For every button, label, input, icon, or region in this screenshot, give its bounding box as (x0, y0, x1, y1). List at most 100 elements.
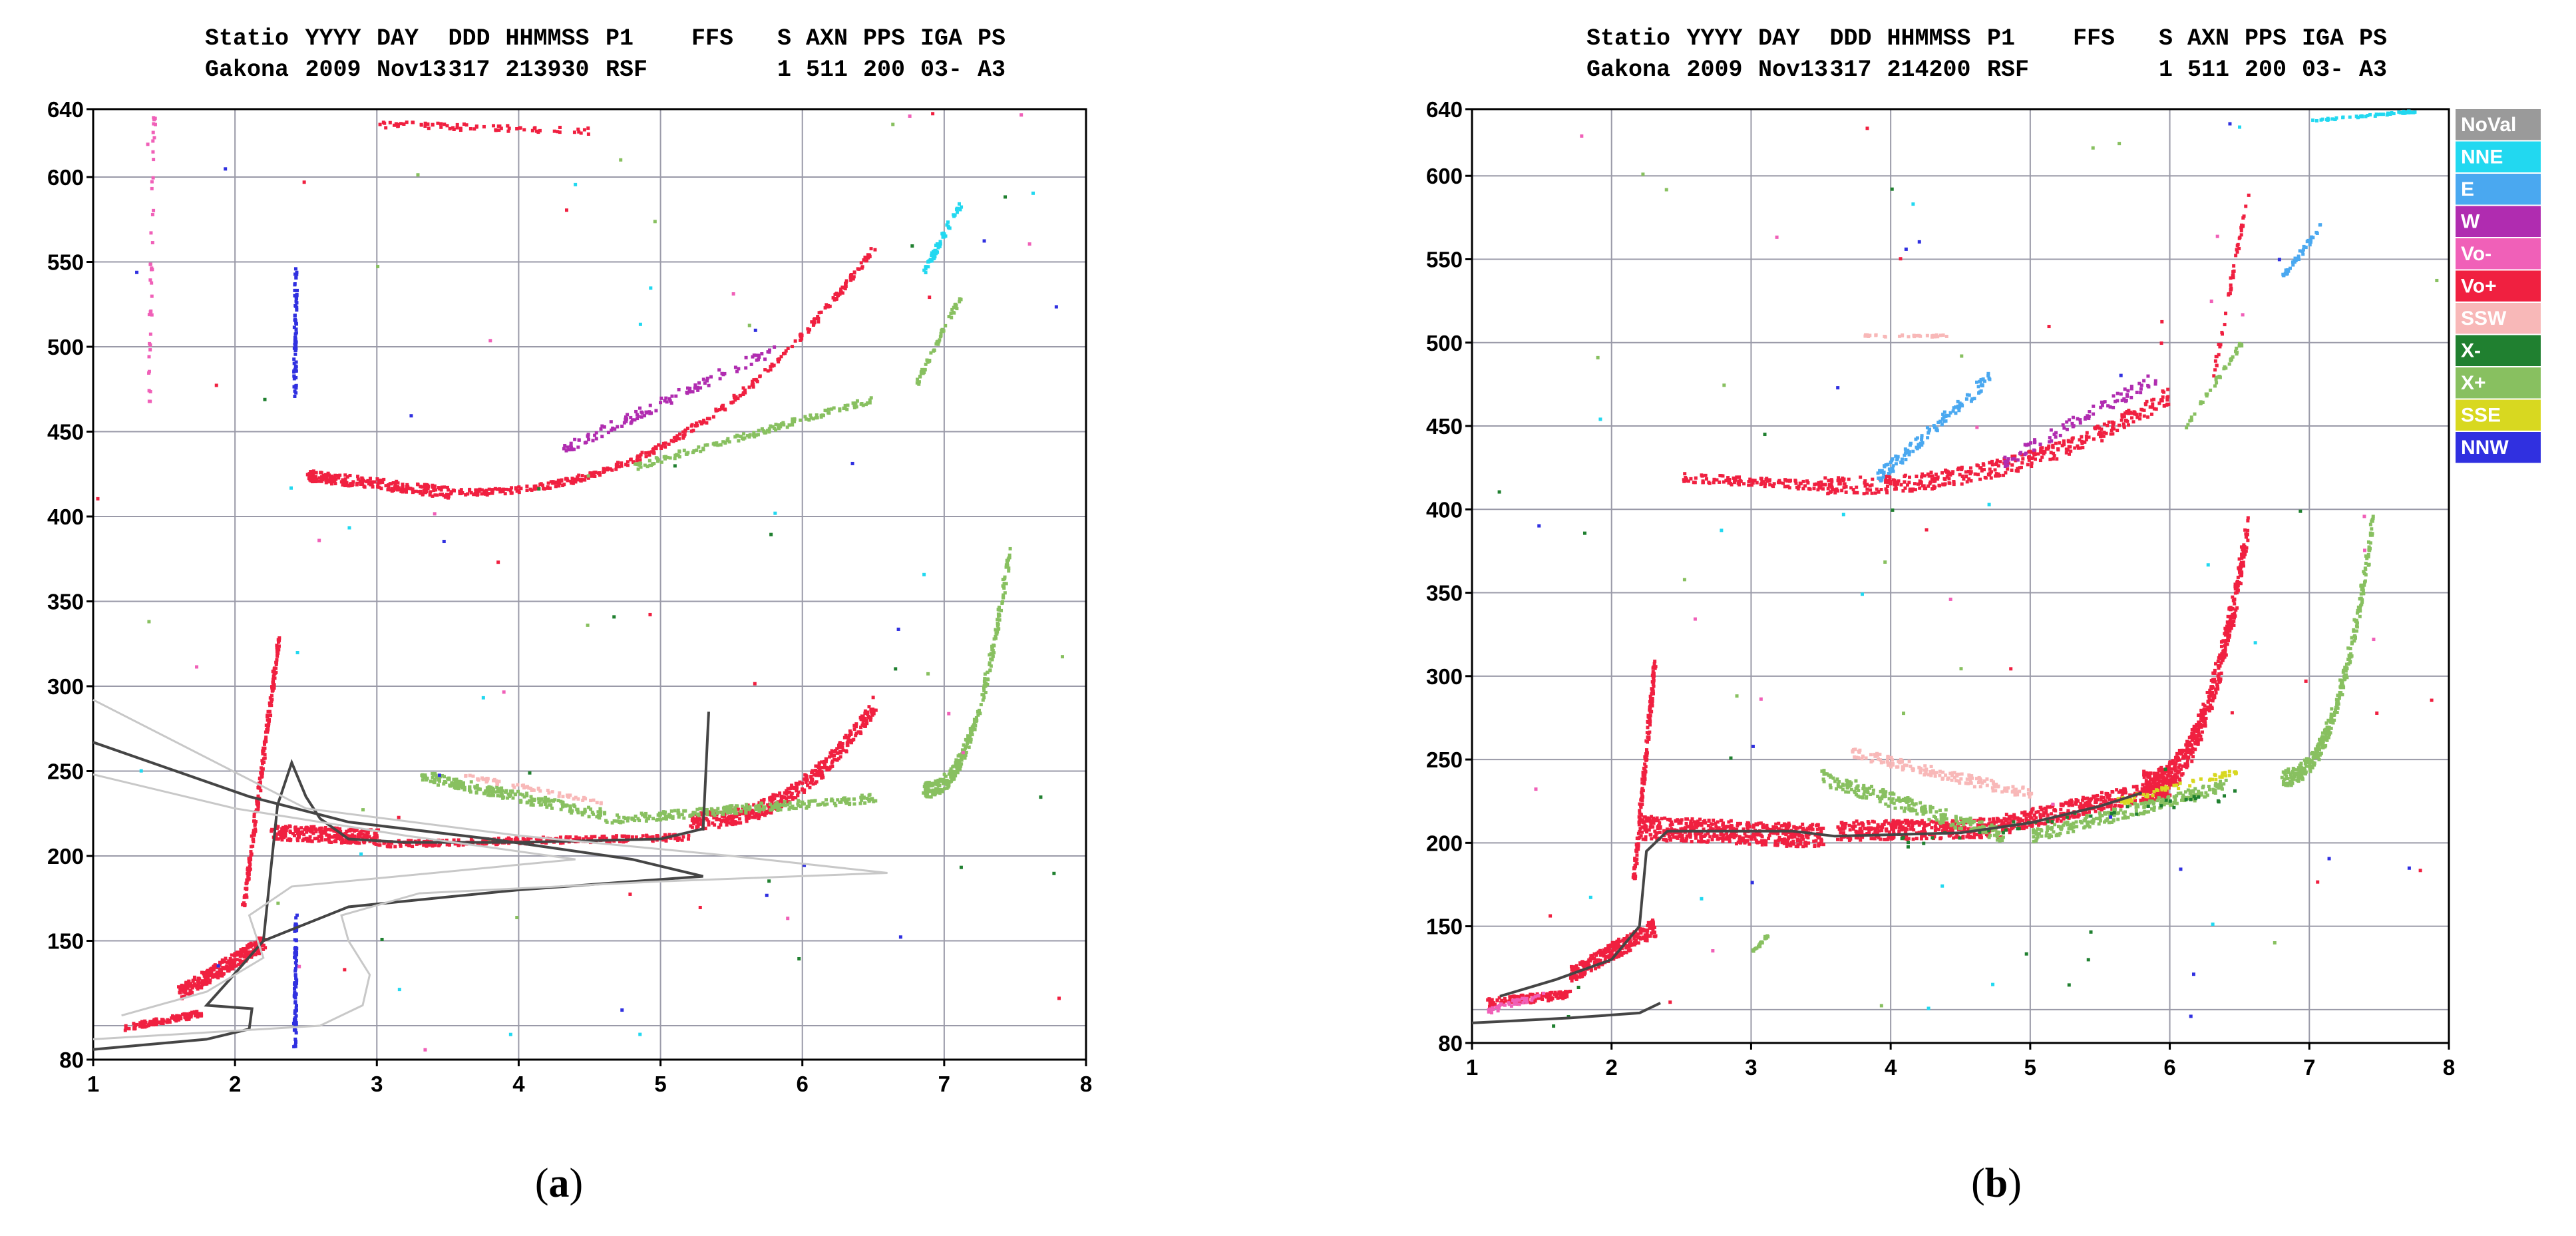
data-point (178, 985, 182, 989)
data-point (869, 396, 873, 400)
data-point (566, 445, 570, 449)
data-point (204, 976, 208, 980)
data-point (992, 637, 996, 641)
data-point (695, 386, 699, 390)
data-point (273, 666, 277, 670)
data-point (840, 286, 844, 290)
data-point (955, 210, 959, 214)
data-point (292, 361, 296, 365)
header-label: DAY (1758, 25, 1800, 52)
data-point (393, 487, 397, 491)
data-point (1668, 817, 1672, 821)
data-point (703, 827, 707, 831)
data-point (741, 804, 745, 808)
data-point (969, 737, 973, 741)
data-point (469, 780, 473, 784)
data-point (291, 832, 295, 836)
data-point (1805, 835, 1809, 839)
data-point (727, 440, 731, 444)
data-point (295, 831, 299, 835)
data-point (938, 791, 942, 795)
data-point (766, 369, 770, 373)
data-point (844, 279, 848, 283)
data-point (308, 835, 312, 839)
data-point (200, 981, 204, 985)
data-point (651, 817, 655, 821)
data-point (1640, 781, 1644, 785)
data-point (233, 952, 237, 956)
data-point (1767, 837, 1771, 841)
noise-point (343, 968, 347, 972)
data-point (677, 432, 681, 436)
data-point (996, 608, 1000, 612)
data-point (836, 751, 840, 755)
data-point (820, 760, 824, 764)
data-point (792, 807, 796, 811)
header-value: RSF (606, 57, 647, 83)
data-point (373, 833, 377, 837)
data-point (411, 120, 415, 124)
data-point (1694, 836, 1698, 840)
data-point (384, 126, 388, 130)
data-point (1810, 827, 1814, 831)
data-point (356, 475, 360, 479)
data-point (345, 830, 349, 834)
data-point (192, 982, 196, 986)
data-point (852, 802, 856, 806)
data-point (668, 456, 672, 460)
data-point (848, 803, 852, 807)
noise-point (528, 771, 532, 775)
data-point (471, 774, 475, 778)
data-point (842, 735, 846, 739)
data-point (922, 268, 926, 272)
data-point (932, 256, 936, 260)
data-point (534, 837, 538, 841)
data-point (500, 793, 504, 797)
data-point (932, 789, 936, 793)
data-point (1675, 835, 1679, 839)
data-point (997, 627, 1001, 631)
data-point (248, 861, 252, 865)
data-point (312, 475, 316, 479)
header-label: HHMMSS (1887, 25, 1971, 52)
data-point (784, 349, 788, 353)
data-point (435, 493, 439, 497)
data-point (822, 761, 826, 765)
data-point (379, 487, 383, 491)
noise-point (1061, 655, 1065, 659)
data-point (599, 427, 603, 431)
data-point (1643, 772, 1647, 776)
data-point (1794, 832, 1798, 836)
data-point (363, 833, 367, 837)
data-point (757, 429, 761, 433)
plot-area-b: 1 2 3 4 5 6 7 864060055050045040035030025020015… (1426, 97, 2455, 1080)
data-point (770, 804, 774, 808)
data-point (715, 811, 719, 815)
data-point (1772, 826, 1776, 830)
noise-points (96, 112, 1065, 1052)
data-point (295, 272, 299, 276)
data-point (687, 833, 691, 837)
data-point (1713, 834, 1717, 838)
data-point (945, 778, 949, 782)
data-point (1625, 934, 1629, 938)
data-point (787, 807, 791, 811)
data-point (844, 284, 848, 288)
data-point (281, 833, 285, 837)
data-point (421, 778, 425, 782)
data-point (1611, 948, 1615, 952)
data-point (676, 838, 680, 842)
data-point (602, 834, 606, 838)
data-point (285, 838, 289, 842)
data-point (152, 136, 156, 140)
data-point (1643, 938, 1647, 942)
data-point (1545, 995, 1549, 999)
data-point (673, 457, 677, 461)
data-point (950, 315, 954, 319)
data-point (132, 1027, 136, 1031)
data-point (946, 220, 950, 224)
data-point (1644, 765, 1648, 769)
data-point (697, 445, 701, 449)
data-point (771, 425, 775, 429)
data-point (790, 791, 794, 795)
